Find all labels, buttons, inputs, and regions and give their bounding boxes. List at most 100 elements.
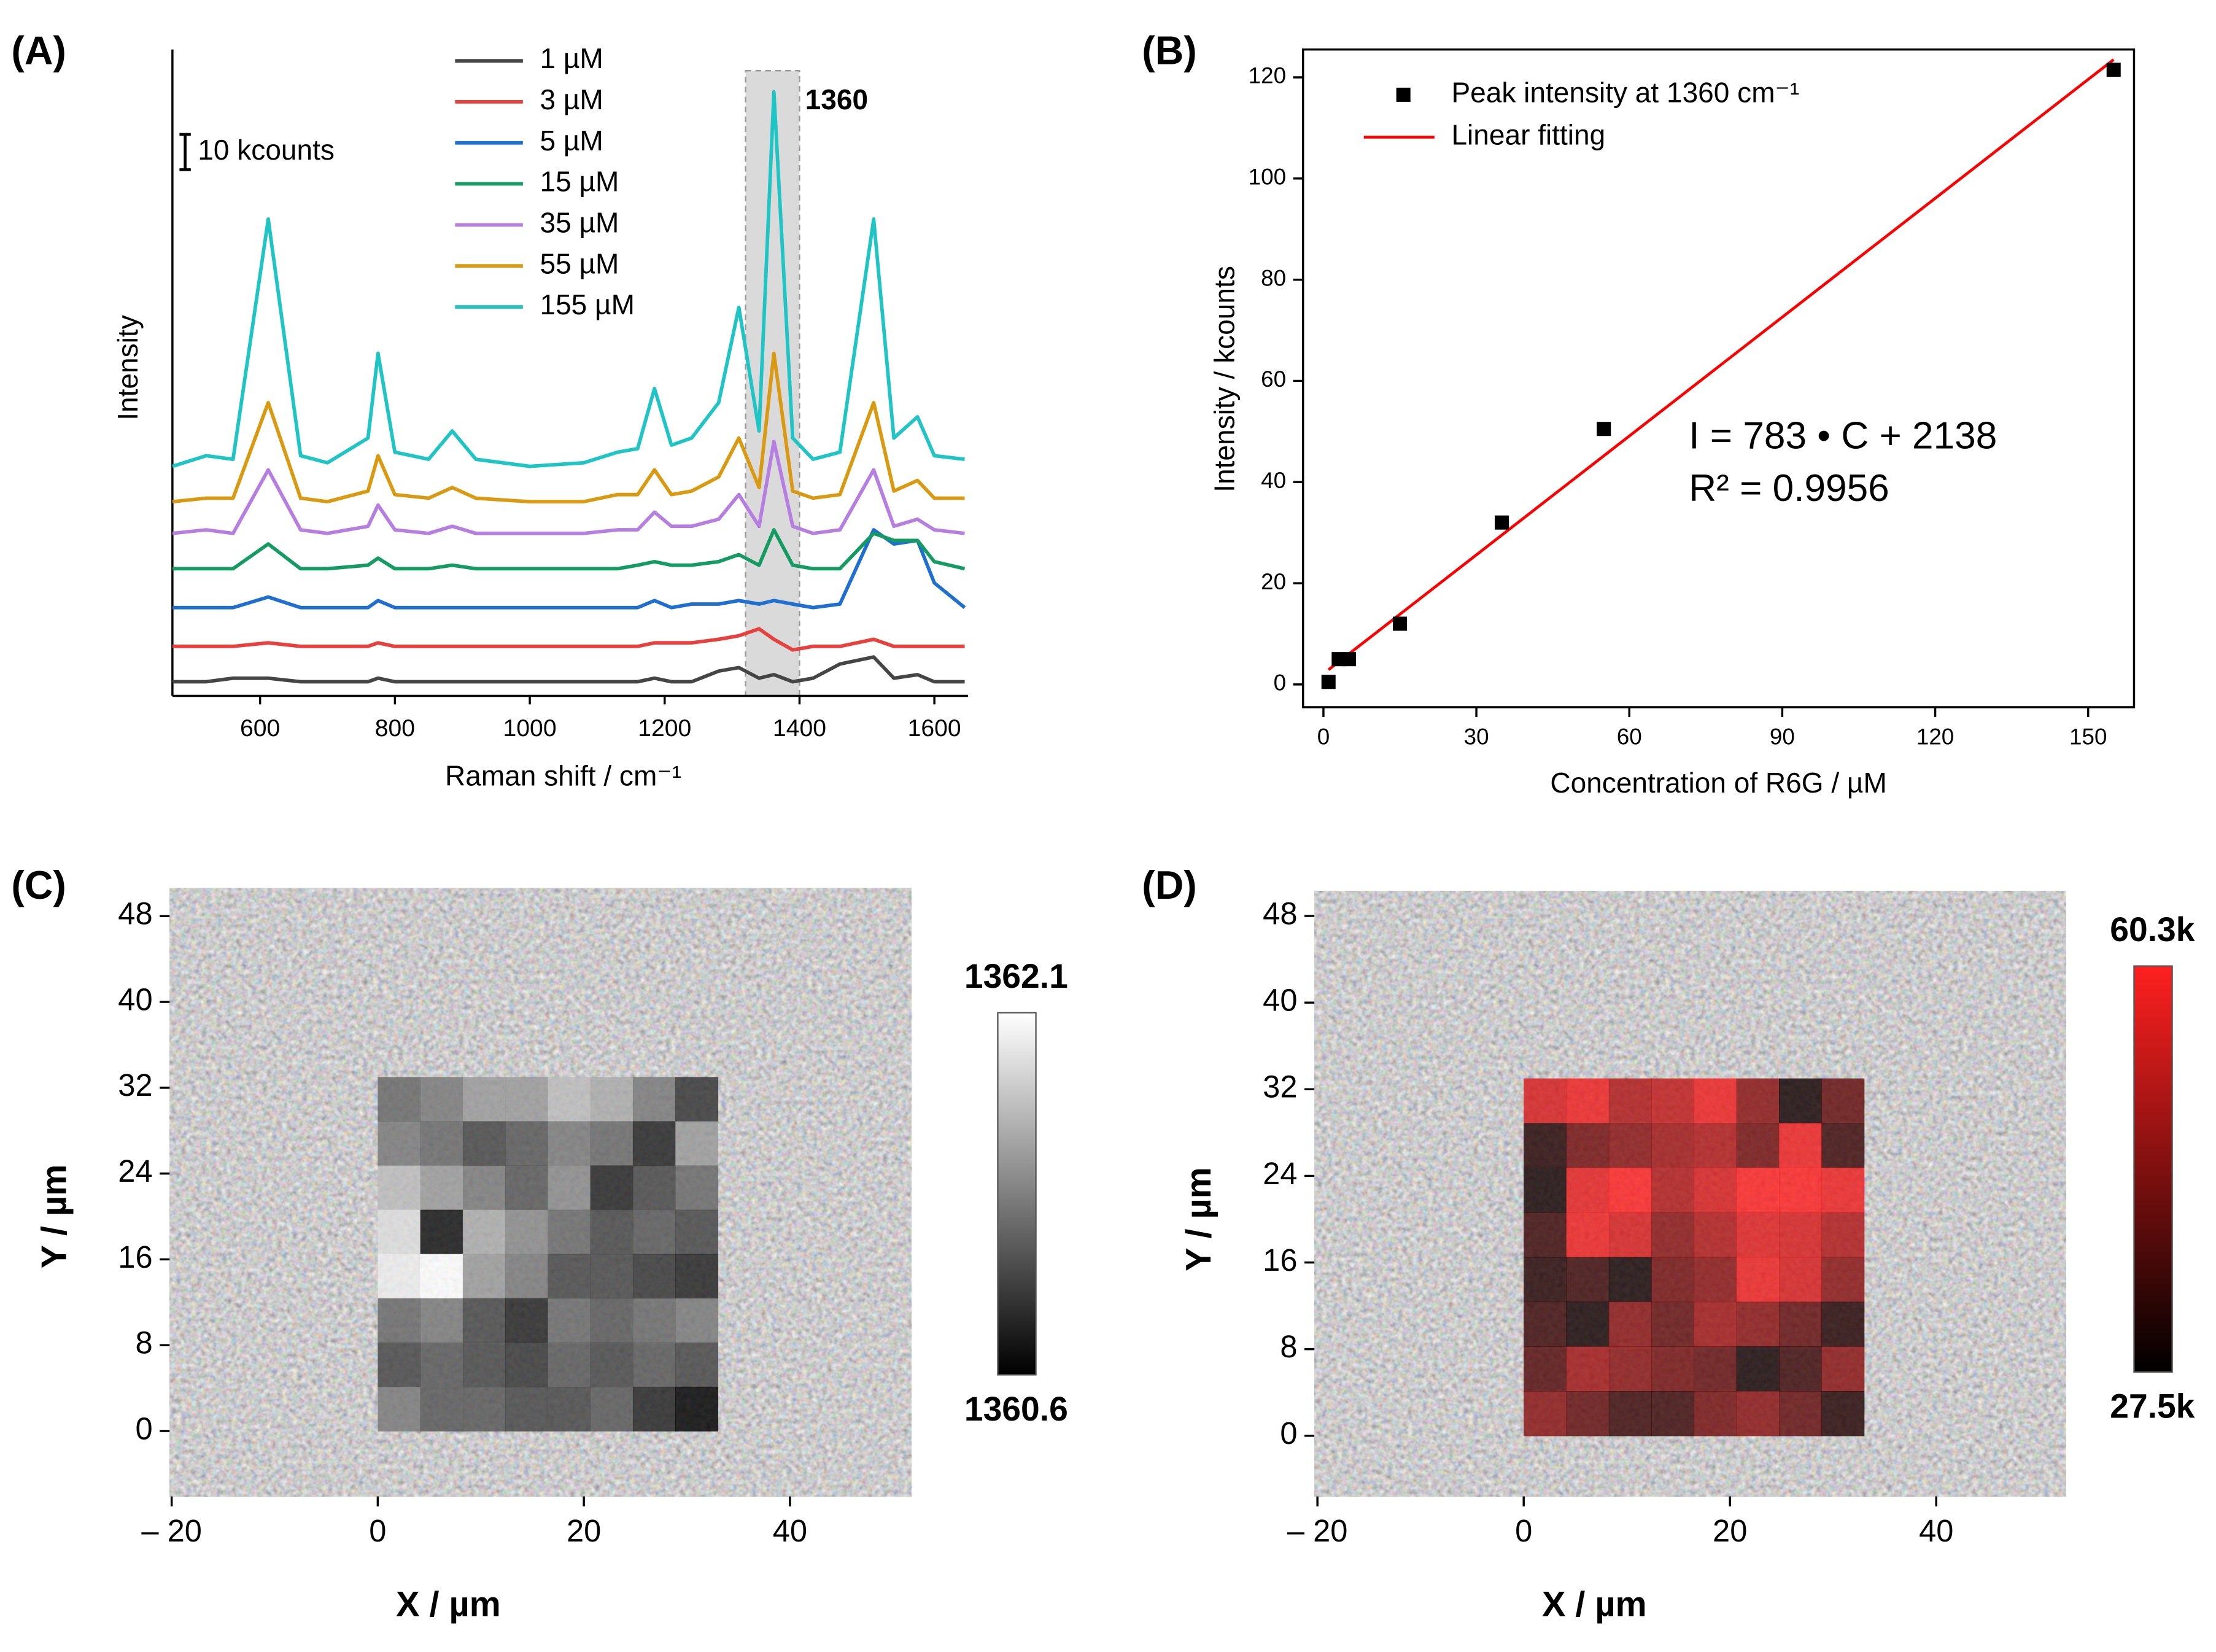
heatmap-cell — [378, 1165, 421, 1211]
heatmap-cell — [632, 1165, 676, 1211]
data-point — [1341, 652, 1356, 667]
heatmap-cell — [675, 1298, 719, 1343]
x-tick-label: 40 — [773, 1513, 807, 1548]
heatmap-cell — [1779, 1168, 1823, 1213]
y-axis-label: Y / µm — [1179, 1167, 1218, 1271]
heatmap-cell — [1821, 1346, 1865, 1392]
heatmap-cell — [590, 1121, 633, 1166]
heatmap-cell — [1608, 1391, 1652, 1437]
legend-label: 5 µM — [540, 125, 603, 157]
x-tick-label: 90 — [1770, 724, 1795, 749]
x-axis-label: Concentration of R6G / µM — [1550, 767, 1886, 799]
spectrum-line — [172, 90, 965, 468]
y-tick-label: 48 — [118, 896, 152, 931]
heatmap-cell — [1524, 1212, 1567, 1258]
y-tick-label: 120 — [1249, 63, 1286, 88]
heatmap-cell — [632, 1298, 676, 1343]
heatmap-cell — [675, 1342, 719, 1387]
heatmap-cell — [420, 1386, 463, 1432]
heatmap-cell — [1779, 1301, 1823, 1347]
y-tick-label: 40 — [118, 982, 152, 1017]
heatmap-cell — [1779, 1123, 1823, 1168]
heatmap-cell — [1524, 1123, 1567, 1168]
y-tick-label: 32 — [1263, 1069, 1297, 1104]
legend-label: Linear fitting — [1451, 119, 1605, 151]
heatmap-cell — [1779, 1257, 1823, 1303]
heatmap-cell — [548, 1209, 591, 1255]
spectrum-line — [172, 627, 965, 652]
heatmap-cell — [462, 1386, 506, 1432]
scale-bar-label: 10 kcounts — [198, 134, 335, 166]
heatmap-cell — [1608, 1346, 1652, 1392]
heatmap-cell — [1821, 1212, 1865, 1258]
heatmap-cell — [548, 1077, 591, 1122]
heatmap-cell — [1694, 1257, 1737, 1303]
heatmap-cell — [1608, 1078, 1652, 1124]
heatmap-cell — [632, 1386, 676, 1432]
heatmap-cell — [1736, 1346, 1780, 1392]
heatmap-cell — [590, 1342, 633, 1387]
heatmap-cell — [548, 1298, 591, 1343]
heatmap-cell — [675, 1209, 719, 1255]
heatmap-cell — [1566, 1391, 1610, 1437]
panel-label: (C) — [11, 863, 66, 907]
y-tick-label: 32 — [118, 1068, 152, 1103]
heatmap-cell — [632, 1121, 676, 1166]
colorbar-label: 60.3k — [2110, 910, 2195, 948]
colorbar-label: 27.5k — [2110, 1387, 2195, 1425]
heatmap-cell — [675, 1254, 719, 1299]
heatmap-cell — [462, 1254, 506, 1299]
data-point — [1495, 515, 1509, 530]
spectrum-line — [172, 351, 965, 504]
y-tick-label: 16 — [118, 1239, 152, 1274]
heatmap-cell — [378, 1386, 421, 1432]
heatmap-cell — [1694, 1346, 1737, 1392]
x-tick-label: 20 — [567, 1513, 601, 1548]
heatmap-cell — [1524, 1168, 1567, 1213]
legend-label: 35 µM — [540, 206, 619, 238]
heatmap-cell — [1566, 1301, 1610, 1347]
x-axis-label: Raman shift / cm⁻¹ — [445, 759, 681, 791]
y-tick-label: 60 — [1261, 366, 1286, 392]
heatmap-cell — [675, 1386, 719, 1432]
heatmap-cell — [1736, 1301, 1780, 1347]
heatmap-cell — [1736, 1123, 1780, 1168]
x-tick-label: 60 — [1617, 724, 1642, 749]
annotation: I = 783 • C + 2138 — [1689, 415, 1997, 457]
legend-label: 15 µM — [540, 166, 619, 198]
x-tick-label: 1000 — [503, 715, 557, 742]
y-tick-label: 40 — [1263, 983, 1297, 1018]
heatmap-cell — [1524, 1346, 1567, 1392]
x-tick-label: 800 — [375, 715, 415, 742]
plot-frame — [1301, 48, 2136, 708]
heatmap-cell — [1608, 1168, 1652, 1213]
heatmap-cell — [378, 1121, 421, 1166]
y-tick-label: 8 — [135, 1325, 152, 1360]
heatmap-cell — [1566, 1257, 1610, 1303]
heatmap-cell — [420, 1165, 463, 1211]
heatmap-cell — [1566, 1212, 1610, 1258]
heatmap-cell — [1736, 1078, 1780, 1124]
heatmap-cell — [1821, 1078, 1865, 1124]
heatmap-cell — [675, 1165, 719, 1211]
heatmap-cell — [632, 1254, 676, 1299]
y-tick-label: 100 — [1249, 165, 1286, 190]
y-axis-label: Intensity — [112, 315, 144, 421]
heatmap-cell — [1821, 1168, 1865, 1213]
heatmap-cell — [1566, 1346, 1610, 1392]
y-tick-label: 24 — [1263, 1156, 1297, 1191]
y-tick-label: 0 — [1274, 670, 1286, 696]
heatmap-cell — [1566, 1168, 1610, 1213]
heatmap-cell — [590, 1165, 633, 1211]
heatmap-cell — [1779, 1346, 1823, 1392]
heatmap-cell — [1524, 1257, 1567, 1303]
colorbar-label: 1362.1 — [964, 957, 1068, 995]
heatmap-cell — [505, 1254, 549, 1299]
x-tick-label: 20 — [1713, 1513, 1747, 1548]
heatmap-cell — [1524, 1078, 1567, 1124]
heatmap-cell — [378, 1077, 421, 1122]
heatmap-cell — [420, 1298, 463, 1343]
heatmap-cell — [462, 1077, 506, 1122]
y-tick-label: 40 — [1261, 468, 1286, 493]
